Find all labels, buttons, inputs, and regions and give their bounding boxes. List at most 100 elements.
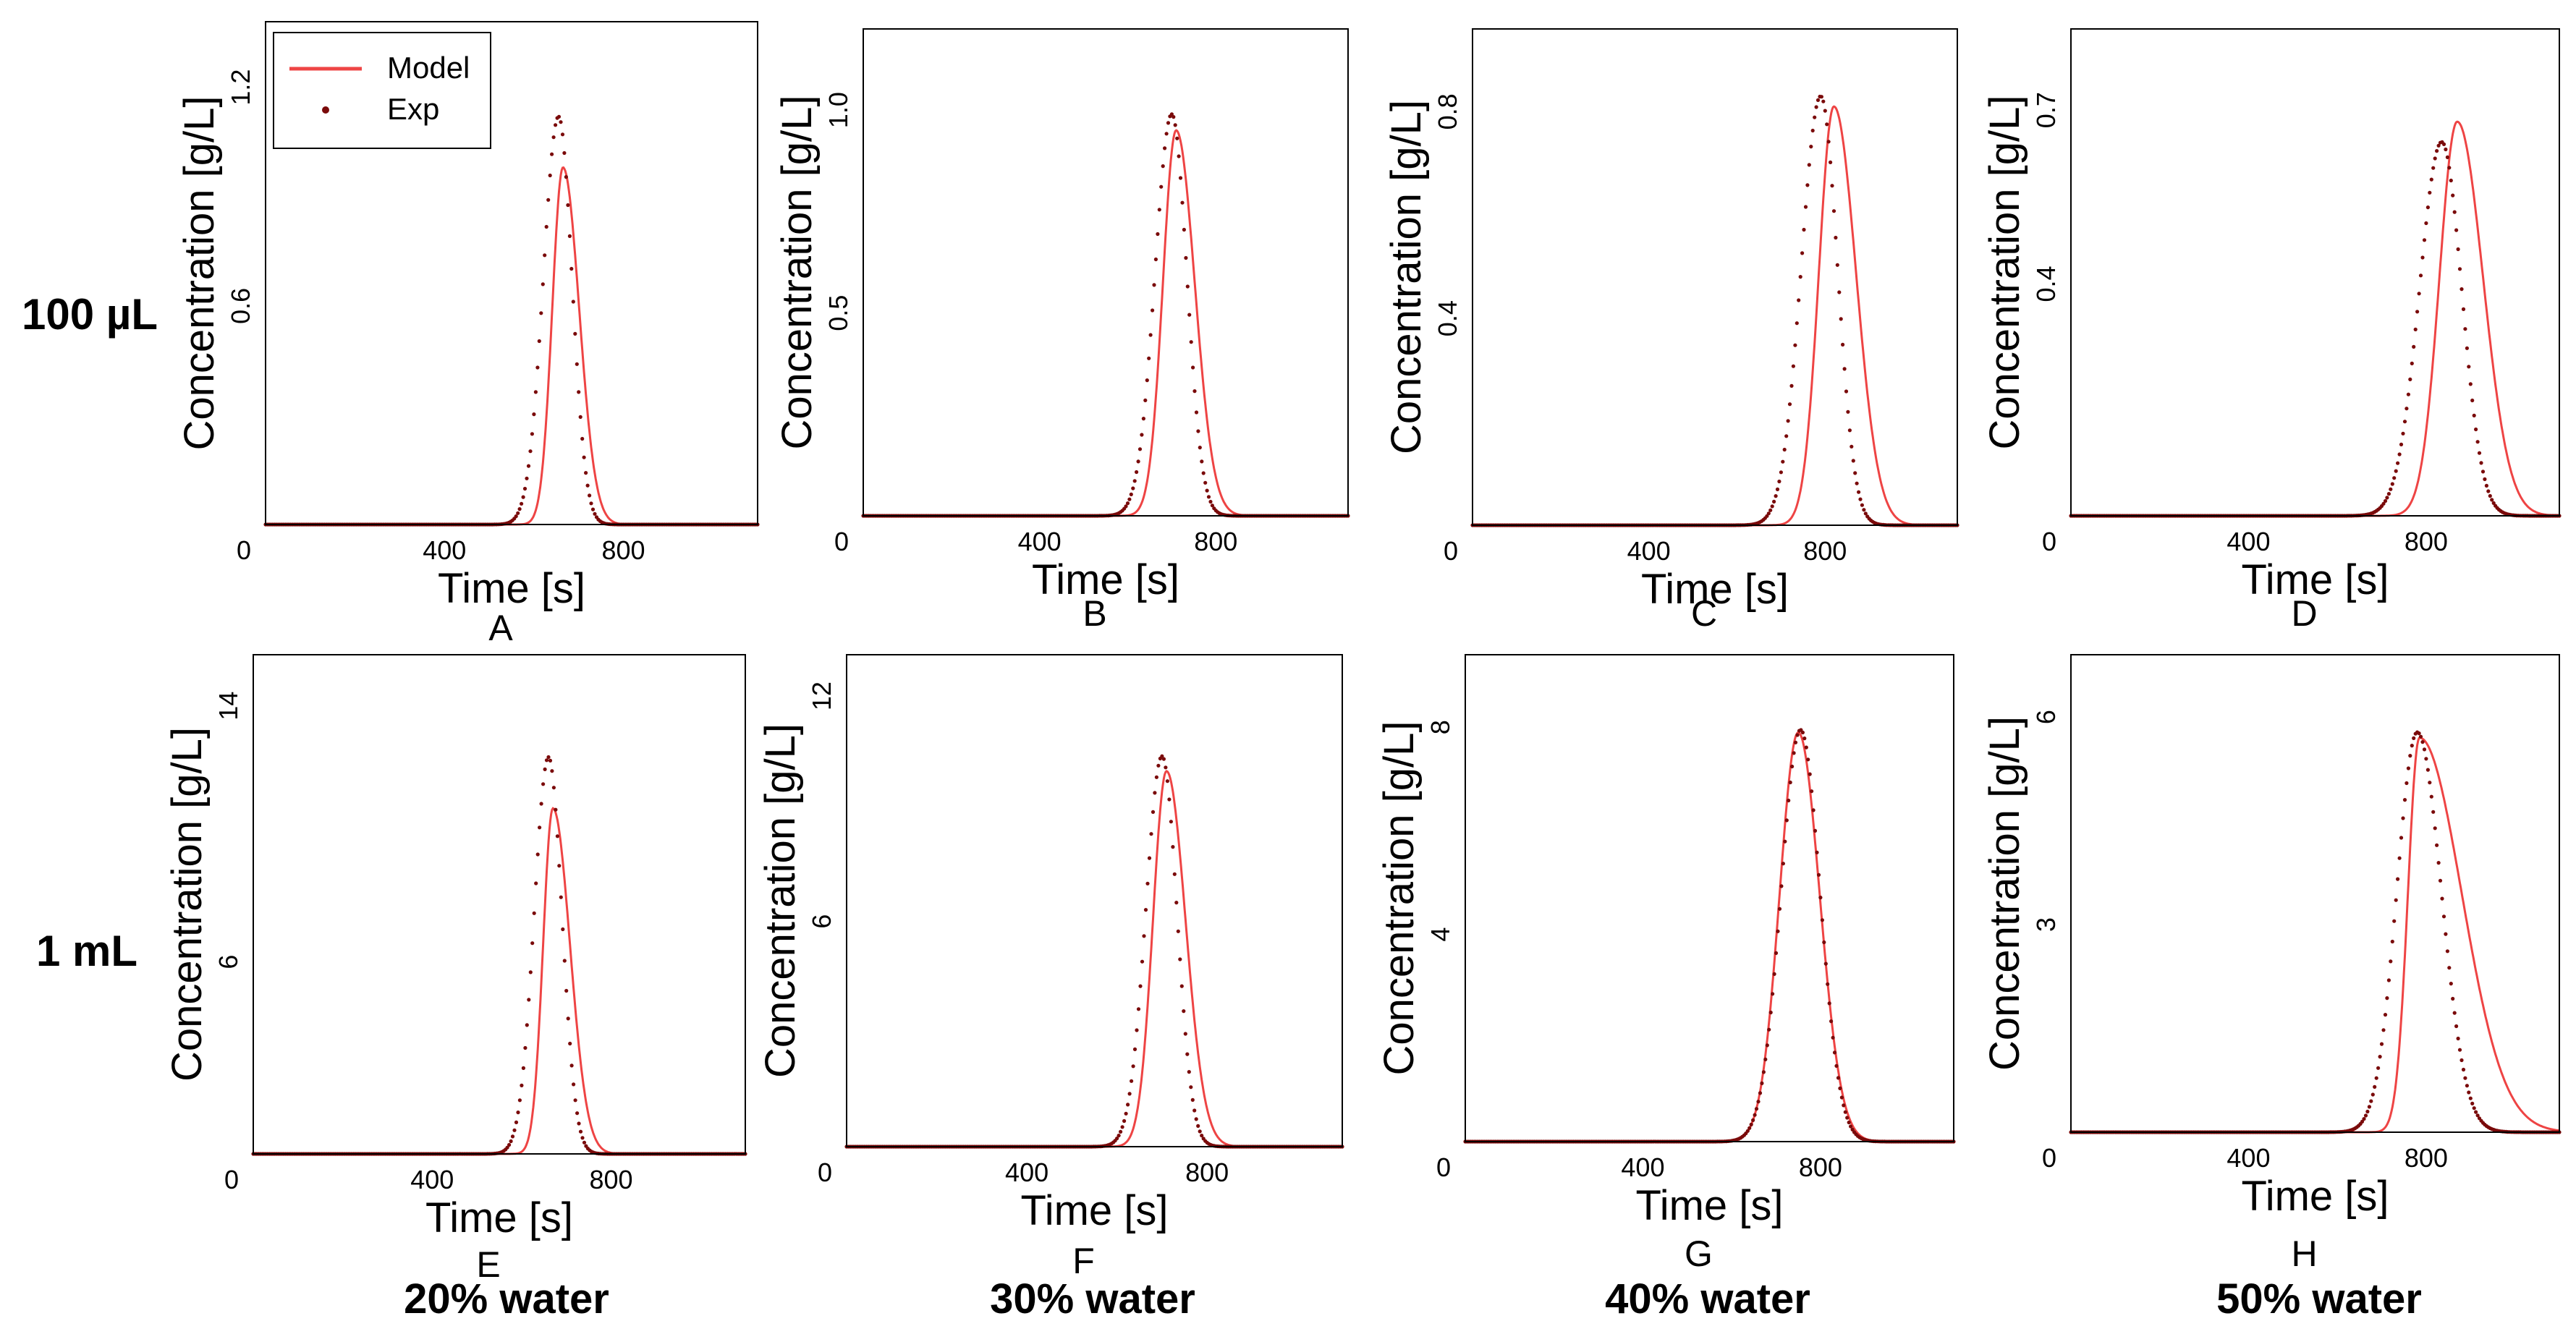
exp-point	[512, 1128, 517, 1132]
exp-point	[2431, 810, 2436, 814]
panel-g-ytick-label: 8	[1425, 720, 1455, 734]
exp-point	[2396, 877, 2400, 881]
panel-g-x-axis-title: Time [s]	[1635, 1182, 1783, 1229]
exp-point	[1793, 740, 1798, 744]
exp-point	[520, 1083, 524, 1087]
exp-point	[1131, 1064, 1135, 1069]
exp-point	[1182, 1009, 1186, 1014]
panel-g-model-line	[1465, 731, 1954, 1143]
exp-point	[562, 150, 567, 156]
exp-point	[2425, 768, 2430, 772]
exp-point	[1132, 1047, 1137, 1051]
exp-point	[1189, 340, 1193, 344]
exp-point	[1129, 492, 1133, 497]
exp-point	[1160, 754, 1164, 758]
exp-point	[2405, 781, 2409, 786]
panel-f-ytick-label: 12	[807, 681, 836, 710]
exp-point	[2376, 1066, 2381, 1070]
exp-point	[2457, 267, 2462, 271]
panel-d-ytick-label: 0.7	[2031, 92, 2061, 128]
exp-point	[2472, 413, 2476, 418]
exp-point	[2484, 483, 2488, 488]
exp-point	[550, 152, 554, 156]
panel-h-ytick-label: 3	[2031, 917, 2061, 932]
exp-point	[551, 786, 556, 790]
exp-point	[1127, 497, 1132, 501]
exp-point	[1151, 810, 1156, 814]
exp-point	[1135, 1028, 1139, 1032]
exp-point	[2420, 740, 2425, 744]
exp-point	[1841, 342, 1845, 347]
exp-point	[572, 1082, 576, 1087]
column-label-30-water: 30% water	[990, 1275, 1195, 1322]
exp-point	[541, 782, 546, 786]
panel-a-xtick-label: 400	[423, 535, 466, 565]
panel-a-ytick-label: 1.2	[226, 69, 255, 106]
exp-point	[1176, 929, 1180, 933]
exp-point	[543, 767, 547, 771]
exp-point	[1768, 1010, 1773, 1015]
exp-point	[2429, 177, 2433, 182]
exp-point	[1147, 856, 1152, 860]
exp-point	[1784, 434, 1789, 438]
exp-point	[1842, 1103, 1846, 1108]
exp-point	[1802, 227, 1806, 232]
exp-point	[1190, 1097, 1195, 1102]
exp-point	[1787, 798, 1791, 803]
exp-point	[1172, 872, 1177, 876]
exp-point	[1770, 504, 1774, 509]
exp-point	[1802, 736, 1807, 741]
exp-point	[1849, 1124, 1853, 1129]
exp-point	[1198, 446, 1202, 450]
exp-point	[1117, 1134, 1121, 1138]
exp-point	[2385, 996, 2389, 1001]
panel-d-y-axis-title: Concentration [g/L]	[1981, 95, 2028, 449]
exp-point	[1751, 1118, 1755, 1122]
exp-point	[1201, 471, 1206, 475]
exp-point	[1803, 205, 1808, 209]
exp-point	[548, 173, 552, 178]
exp-point	[1206, 495, 1211, 499]
exp-point	[1781, 862, 1785, 866]
exp-point	[2386, 492, 2391, 496]
exp-point	[2415, 310, 2420, 314]
exp-point	[2394, 898, 2398, 902]
panel-a-xtick-label: 0	[237, 535, 251, 565]
exp-point	[1788, 780, 1792, 785]
legend-exp-label: Exp	[387, 92, 439, 126]
exp-point	[1829, 160, 1833, 164]
exp-point	[561, 927, 565, 932]
exp-point	[1756, 1100, 1761, 1104]
panel-b-frame	[863, 28, 1349, 517]
exp-point	[2413, 327, 2418, 331]
panel-g-y-axis-title: Concentration [g/L]	[1376, 721, 1423, 1075]
panel-h-y-axis-title: Concentration [g/L]	[1981, 716, 2028, 1071]
exp-point	[1765, 1043, 1769, 1048]
exp-point	[520, 501, 524, 506]
exp-point	[2465, 1084, 2469, 1088]
exp-point	[1815, 850, 1819, 854]
exp-point	[2363, 1113, 2368, 1118]
exp-point	[1775, 487, 1780, 492]
exp-point	[2424, 221, 2428, 226]
exp-point	[1131, 486, 1135, 490]
exp-point	[2370, 1092, 2375, 1097]
panel-a-model-line	[266, 166, 758, 526]
panel-d-model-line	[2071, 120, 2559, 517]
legend: Model Exp	[273, 32, 491, 149]
exp-point	[2435, 843, 2439, 847]
exp-point	[550, 769, 554, 773]
exp-point	[1166, 121, 1171, 125]
exp-point	[1825, 122, 1829, 127]
exp-point	[1179, 984, 1184, 988]
column-label-40-water: 40% water	[1605, 1275, 1810, 1322]
exp-point	[2445, 949, 2449, 954]
exp-point	[1124, 504, 1128, 509]
exp-point	[1165, 779, 1169, 783]
exp-point	[1845, 1116, 1850, 1120]
exp-point	[571, 300, 575, 304]
exp-point	[1124, 1111, 1128, 1116]
exp-point	[1153, 257, 1158, 262]
exp-point	[2412, 736, 2416, 741]
exp-point	[1847, 428, 1852, 433]
